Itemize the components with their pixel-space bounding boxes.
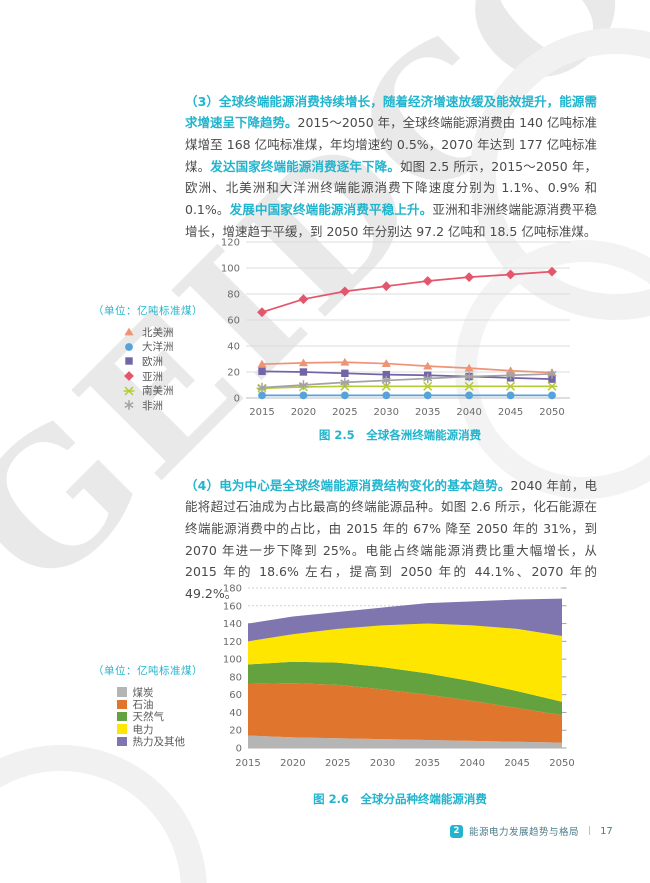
- legend-item: 非洲: [122, 398, 174, 413]
- svg-text:2025: 2025: [332, 407, 357, 418]
- legend-item: 大洋洲: [122, 340, 174, 355]
- svg-text:2045: 2045: [498, 407, 523, 418]
- legend-label: 南美洲: [142, 385, 174, 398]
- figure-2-6-caption: 图 2.6 全球分品种终端能源消费: [313, 792, 487, 806]
- svg-text:2040: 2040: [460, 758, 485, 769]
- footer-separator: |: [588, 826, 592, 836]
- legend-label: 亚洲: [142, 370, 163, 383]
- legend-label: 煤炭: [132, 686, 154, 699]
- svg-text:60: 60: [227, 316, 240, 327]
- color-swatch-icon: [117, 724, 127, 734]
- unit-label-fig-2-6: （单位：亿吨标准煤）: [93, 665, 203, 677]
- legend-label: 电力: [132, 723, 154, 736]
- svg-text:160: 160: [223, 601, 242, 612]
- svg-text:20: 20: [229, 726, 242, 737]
- emphasized-text: （3）全球终端能源消费持续增长，随着经济增速放缓及能效提升，能源需求增速呈下降趋…: [185, 93, 597, 131]
- legend-item: 欧洲: [122, 354, 174, 369]
- circle-marker-icon: [125, 342, 133, 351]
- paragraph-3: （3）全球终端能源消费持续增长，随着经济增速放缓及能效提升，能源需求增速呈下降趋…: [185, 91, 597, 243]
- color-swatch-icon: [117, 736, 127, 747]
- svg-text:80: 80: [227, 290, 240, 301]
- svg-text:2035: 2035: [415, 407, 440, 418]
- color-swatch-icon: [117, 687, 127, 697]
- page-footer: 2 能源电力发展趋势与格局 | 17: [450, 824, 613, 838]
- color-swatch-icon: [117, 711, 127, 722]
- chapter-title: 能源电力发展趋势与格局: [469, 827, 580, 838]
- legend-label: 大洋洲: [142, 341, 174, 354]
- svg-text:2050: 2050: [539, 407, 564, 418]
- legend-label: 欧洲: [142, 355, 163, 368]
- svg-text:2015: 2015: [235, 758, 260, 769]
- body-text: 2015～2050 年，全球终端能源消费由 140 亿吨标准煤增至 168 亿吨…: [185, 115, 597, 174]
- body-text: 2040 年前，电能将超过石油成为占比最高的终端能源品种。如图 2.6 所示，化…: [185, 477, 597, 602]
- legend-label: 天然气: [132, 711, 165, 724]
- page-number: 17: [600, 825, 613, 837]
- triangle-marker-icon: [124, 327, 134, 336]
- chapter-number-badge: 2: [450, 824, 463, 838]
- svg-text:2040: 2040: [456, 407, 481, 418]
- figure-2-5-caption: 图 2.5 全球各洲终端能源消费: [318, 428, 482, 442]
- svg-text:80: 80: [229, 672, 242, 683]
- svg-text:100: 100: [223, 655, 242, 666]
- legend-item: 石油: [117, 698, 185, 711]
- legend-fig-2-5: 北美洲大洋洲 欧洲亚洲南美洲 非洲: [122, 325, 174, 413]
- body-text: 亚洲和非洲终端能源消费平稳增长，增速趋于平缓，到 2050 年分别达 97.2 …: [185, 202, 597, 239]
- svg-text:40: 40: [227, 342, 240, 353]
- svg-text:0: 0: [236, 744, 242, 755]
- svg-text:2030: 2030: [370, 758, 395, 769]
- svg-text:2050: 2050: [549, 758, 574, 769]
- svg-text:2015: 2015: [249, 407, 274, 418]
- emphasized-text: （4）电为中心是全球终端能源消费结构变化的基本趋势。: [185, 477, 511, 493]
- color-swatch-icon: [117, 699, 127, 710]
- legend-item: 亚洲: [122, 369, 174, 384]
- svg-text:180: 180: [223, 584, 242, 595]
- legend-label: 石油: [132, 698, 154, 711]
- legend-label: 北美洲: [142, 326, 174, 339]
- svg-text:2030: 2030: [374, 407, 399, 418]
- diamond-marker-icon: [124, 371, 134, 381]
- emphasized-text: 发达国家终端能源消费逐年下降。: [210, 158, 400, 174]
- legend-fig-2-6: 煤炭 石油 天然气 电力 热力及其他: [117, 686, 186, 748]
- legend-item: 热力及其他: [117, 735, 186, 748]
- legend-item: 煤炭: [117, 686, 185, 699]
- svg-text:2020: 2020: [291, 407, 316, 418]
- svg-text:2025: 2025: [325, 758, 350, 769]
- legend-label: 热力及其他: [132, 735, 186, 748]
- square-marker-icon: [125, 357, 133, 366]
- svg-text:40: 40: [229, 708, 242, 719]
- svg-text:2035: 2035: [415, 758, 440, 769]
- svg-text:140: 140: [223, 619, 242, 630]
- x-line-marker-icon: [123, 386, 135, 396]
- legend-item: 南美洲: [122, 383, 174, 398]
- legend-item: 北美洲: [122, 325, 174, 340]
- svg-text:20: 20: [227, 368, 240, 379]
- body-text: 如图 2.5 所示，2015～2050 年，欧洲、北美洲和大洋洲终端能源消费下降…: [185, 158, 597, 218]
- unit-label-fig-2-5: （单位：亿吨标准煤）: [93, 305, 203, 317]
- watermark-swirl: [0, 745, 207, 883]
- svg-text:120: 120: [223, 637, 242, 648]
- legend-label: 非洲: [142, 399, 163, 412]
- legend-item: 电力: [117, 723, 185, 736]
- svg-text:0: 0: [234, 394, 240, 405]
- asterisk-marker-icon: [124, 400, 134, 411]
- legend-item: 天然气: [117, 711, 185, 723]
- svg-text:100: 100: [221, 264, 240, 275]
- svg-text:2045: 2045: [504, 758, 529, 769]
- emphasized-text: 发展中国家终端能源消费平稳上升。: [229, 202, 433, 218]
- svg-text:2020: 2020: [280, 758, 305, 769]
- svg-text:60: 60: [229, 690, 242, 701]
- paragraph-4: （4）电为中心是全球终端能源消费结构变化的基本趋势。2040 年前，电能将超过石…: [185, 475, 597, 605]
- svg-text:120: 120: [221, 238, 240, 249]
